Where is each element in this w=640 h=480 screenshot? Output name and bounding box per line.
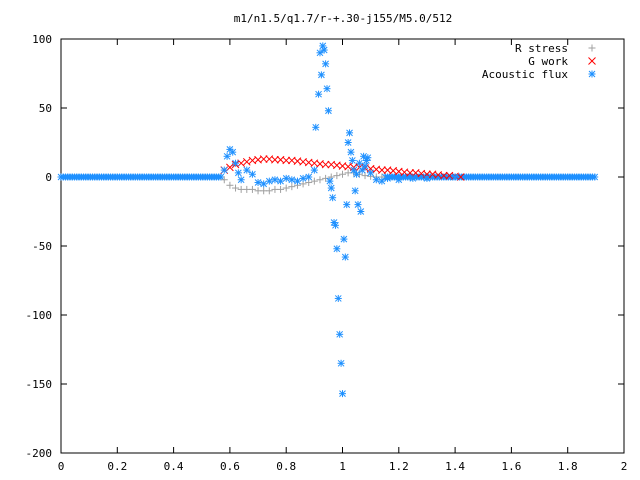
data-point: [276, 185, 285, 194]
data-point: [341, 253, 350, 262]
x-tick-label: 1.6: [501, 460, 521, 473]
data-point: [324, 106, 333, 115]
y-tick-label: 100: [32, 33, 52, 46]
data-point: [394, 175, 403, 184]
x-tick-label: 0: [58, 460, 65, 473]
y-tick-label: 50: [39, 102, 52, 115]
y-tick-label: -200: [26, 447, 53, 460]
data-point: [287, 182, 296, 191]
data-point: [352, 170, 361, 179]
data-point: [363, 153, 372, 162]
data-point: [231, 159, 240, 168]
data-point: [335, 330, 344, 339]
y-axis: -200 -150 -100 -50 0 50 100: [26, 33, 624, 460]
data-point: [248, 170, 257, 179]
data-point: [304, 173, 313, 181]
data-point: [282, 156, 291, 165]
data-point: [361, 161, 370, 170]
data-point: [338, 389, 347, 398]
x-tick-label: 1.2: [389, 460, 409, 473]
data-point: [234, 168, 243, 177]
series-2: [220, 41, 460, 398]
data-point: [265, 186, 274, 195]
x-tick-label: 1.4: [445, 460, 465, 473]
data-point: [242, 166, 251, 175]
data-point: [323, 84, 332, 93]
x-tick-label: 1: [339, 460, 346, 473]
data-point: [242, 157, 251, 166]
data-point: [287, 175, 296, 184]
x-tick-label: 0.4: [164, 460, 184, 473]
data-point: [270, 155, 279, 164]
data-point: [332, 171, 341, 180]
data-point: [254, 178, 263, 187]
x-tick-label: 2: [621, 460, 628, 473]
y-tick-label: -100: [26, 309, 53, 322]
x-tick-label: 0.2: [107, 460, 127, 473]
data-point: [259, 155, 268, 164]
x-tick-label: 0.8: [276, 460, 296, 473]
data-point: [328, 193, 337, 202]
legend-label: Acoustic flux: [482, 68, 568, 81]
y-tick-label: -50: [32, 240, 52, 253]
data-point: [321, 160, 330, 169]
data-point: [327, 184, 336, 193]
data-point: [311, 123, 320, 132]
legend-marker-cross: [588, 57, 596, 65]
legend-label: R stress: [515, 42, 568, 55]
data-point: [372, 175, 381, 184]
data-point: [314, 90, 323, 99]
data-point: [282, 184, 291, 193]
data-point: [270, 175, 279, 184]
data-point: [339, 235, 348, 244]
data-point: [346, 148, 355, 157]
data-point: [408, 174, 417, 183]
data-point: [348, 156, 357, 165]
data-point: [345, 128, 354, 137]
chart-title: m1/n1.5/q1.7/r-+.30-j155/M5.0/512: [234, 12, 453, 25]
x-tick-label: 0.6: [220, 460, 240, 473]
data-point: [320, 46, 329, 55]
data-point: [344, 138, 353, 147]
data-point: [342, 200, 351, 209]
data-point: [331, 221, 340, 230]
baseline-point: [590, 173, 599, 181]
data-point: [451, 173, 460, 181]
data-point: [223, 152, 232, 161]
data-point: [351, 186, 360, 195]
data-point: [315, 175, 324, 184]
data-point: [383, 174, 392, 183]
legend-marker-plus: [588, 44, 596, 52]
data-point: [282, 174, 291, 183]
data-point: [334, 294, 343, 303]
legend-marker-star: [588, 70, 596, 78]
data-point: [337, 359, 346, 368]
data-point: [310, 166, 319, 175]
x-tick-label: 1.8: [558, 460, 578, 473]
data-point: [317, 70, 326, 79]
y-tick-label: -150: [26, 378, 53, 391]
data-point: [332, 244, 341, 253]
x-axis: 0 0.2 0.4 0.6 0.8 1 1.2 1.4 1.6 1.8 2: [58, 39, 628, 473]
data-point: [356, 207, 365, 216]
data-point: [237, 175, 246, 184]
data-point: [325, 177, 334, 186]
y-tick-label: 0: [45, 171, 52, 184]
data-point: [422, 174, 431, 183]
data-point: [248, 185, 257, 194]
data-point: [377, 166, 386, 175]
data-point: [265, 177, 274, 186]
data-point: [366, 168, 375, 177]
data-point: [353, 200, 362, 209]
data-point: [321, 59, 330, 68]
legend-label: G work: [528, 55, 568, 68]
data-point: [310, 177, 319, 186]
data-point: [299, 174, 308, 183]
data-point: [228, 148, 237, 157]
data-point: [338, 170, 347, 179]
data-point: [220, 166, 229, 175]
series-layer: [57, 41, 599, 398]
